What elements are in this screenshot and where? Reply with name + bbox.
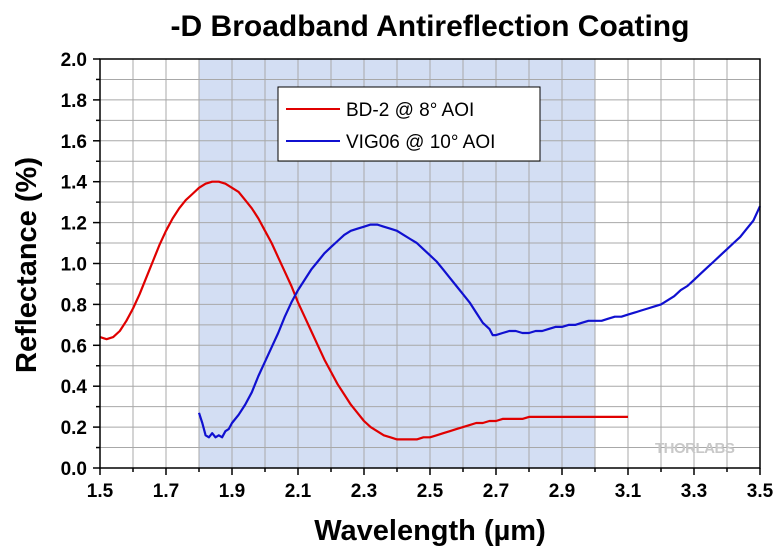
y-tick-label: 0.0 [61,459,87,480]
x-tick-label: 2.9 [549,481,575,502]
y-tick-label: 1.4 [61,173,88,194]
x-tick-label: 2.1 [285,481,312,502]
x-tick-label: 1.5 [87,481,114,502]
legend: BD-2 @ 8° AOI VIG06 @ 10° AOI [277,86,541,162]
y-tick-label: 0.4 [61,377,88,398]
x-tick-label: 1.9 [219,481,245,502]
series-group [99,180,761,441]
y-tick-label: 0.2 [61,418,87,439]
y-tick-labels: 0.0 0.2 0.4 0.6 0.8 1.0 1.2 1.4 1.6 1.8 2.0 [61,50,88,480]
x-tick-label: 1.7 [153,481,179,502]
legend-label-vig06: VIG06 @ 10° AOI [346,132,495,153]
y-axis-label: Reflectance (%) [11,157,43,373]
y-tick-label: 0.6 [61,336,87,357]
y-tick-label: 1.2 [61,214,87,235]
y-tick-label: 1.6 [61,132,87,153]
x-tick-label: 2.3 [351,481,377,502]
y-tick-label: 1.0 [61,255,87,276]
x-tick-label: 3.5 [747,481,774,502]
x-axis-label: Wavelength (µm) [314,515,546,547]
legend-label-bd2: BD-2 @ 8° AOI [346,100,474,121]
y-tick-label: 0.8 [61,295,87,316]
x-tick-label: 2.5 [417,481,444,502]
legend-box [277,86,541,162]
y-tick-label: 2.0 [61,50,87,71]
y-tick-label: 1.8 [61,91,87,112]
thorlabs-watermark: THORLABS [655,440,735,457]
tick-marks [93,58,761,475]
series-line-vig06 [197,205,761,439]
x-tick-label: 3.1 [615,481,642,502]
x-tick-label: 3.3 [681,481,707,502]
series-line-bd2 [99,180,628,441]
x-tick-labels: 1.5 1.7 1.9 2.1 2.3 2.5 2.7 2.9 3.1 3.3 3.5 [87,481,774,502]
chart-title: -D Broadband Antireflection Coating [171,10,690,43]
x-tick-label: 2.7 [483,481,509,502]
